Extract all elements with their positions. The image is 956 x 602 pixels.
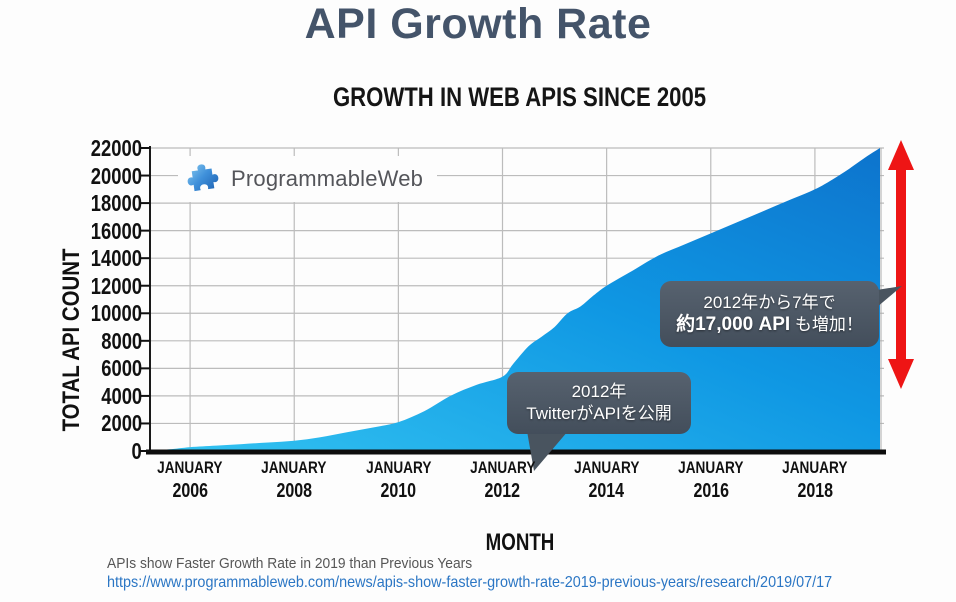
y-tick-label: 14000 (90, 245, 142, 272)
y-tick-label: 22000 (90, 135, 142, 161)
y-tick-label: 0 (131, 438, 142, 464)
chart-title: GROWTH IN WEB APIS SINCE 2005 (150, 82, 890, 113)
source-link[interactable]: https://www.programmableweb.com/news/api… (107, 574, 833, 591)
y-tick-label: 10000 (90, 300, 142, 327)
x-tick-label: JANUARY 2016 (678, 458, 744, 502)
programmableweb-logo: ProgrammableWeb (178, 156, 438, 202)
callout-2012-tail (527, 431, 568, 471)
x-tick-label: JANUARY 2006 (157, 458, 223, 502)
increase-double-arrow (888, 140, 914, 389)
y-tick-label: 8000 (101, 327, 142, 354)
y-tick-label: 2000 (101, 410, 142, 437)
callout-twitter-2012: 2012年 TwitterがAPIを公開 (507, 372, 691, 434)
x-tick-label: JANUARY 2008 (261, 458, 327, 502)
api-count-area-series (150, 148, 880, 451)
y-tick-label: 4000 (101, 382, 142, 409)
callout-growth-17000: 2012年から7年で 約17,000 API も増加！ (660, 281, 879, 347)
y-tick-label: 18000 (90, 190, 142, 217)
y-axis-tick-marks (140, 147, 150, 452)
chart-title-text: GROWTH IN WEB APIS SINCE 2005 (333, 82, 707, 112)
puzzle-piece-icon (187, 164, 219, 192)
footer-note: APIs show Faster Growth Rate in 2019 tha… (107, 555, 473, 572)
x-tick-label: JANUARY 2010 (365, 458, 431, 502)
y-tick-label: 16000 (90, 217, 142, 244)
y-tick-label: 20000 (90, 162, 142, 189)
x-axis-title: MONTH (485, 529, 555, 556)
x-tick-label: JANUARY 2012 (469, 458, 536, 502)
page-title: API Growth Rate (304, 0, 652, 48)
y-tick-label: 12000 (90, 272, 142, 299)
x-tick-label: JANUARY 2018 (782, 458, 848, 502)
y-tick-label: 6000 (101, 355, 142, 382)
callout-line: 2012年から7年で (703, 293, 836, 312)
logo-text: ProgrammableWeb (231, 166, 424, 191)
callout-line: TwitterがAPIを公開 (526, 404, 672, 423)
callout-line: 2012年 (571, 382, 627, 401)
callout-line: 約17,000 API も増加！ (676, 314, 863, 335)
x-tick-label: JANUARY 2014 (573, 458, 640, 502)
